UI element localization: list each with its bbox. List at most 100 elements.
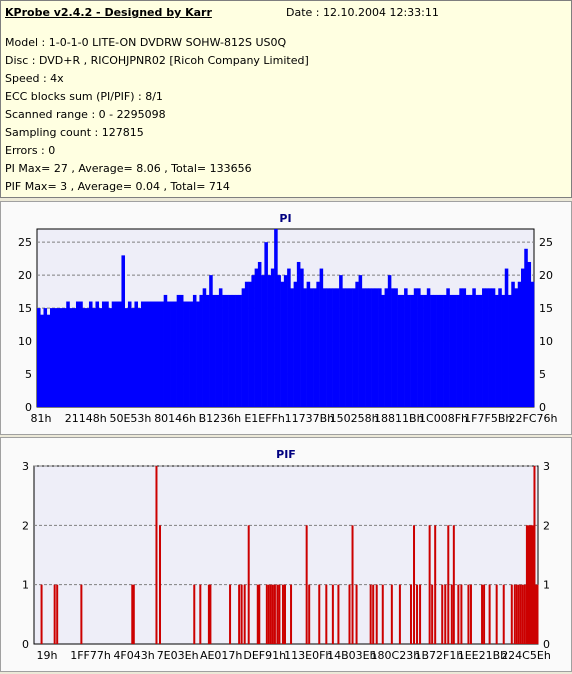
pi-bar (153, 301, 158, 407)
pi-bar (137, 308, 142, 407)
pi-bar (75, 301, 80, 407)
pi-bar (202, 288, 207, 407)
pif-bar (409, 584, 412, 644)
pi-bar (144, 301, 148, 407)
pif-bar (534, 584, 537, 644)
pif-bar (528, 525, 531, 644)
pi-bar (495, 294, 499, 407)
pi-ytick-left-label: 15 (18, 302, 32, 315)
pif-chart: PIF 0 0 1 1 2 2 3 3 19h 1FF77h 4F043h 7E03Eh AE017h DE… (22, 448, 551, 662)
pi-bar (452, 294, 457, 407)
pi-bar (374, 288, 379, 407)
pi-bar (95, 301, 100, 407)
pif-bar (159, 525, 161, 644)
pi-ytick-right-label: 10 (539, 335, 553, 348)
pi-ytick-left-label: 25 (18, 236, 32, 249)
pif-bar (308, 584, 311, 644)
pi-bar (140, 301, 145, 407)
pi-bar (150, 301, 155, 407)
pif-bar (513, 584, 516, 644)
pif-xtick-label: 224C5Eh (501, 649, 551, 662)
scan-date: Date : 12.10.2004 12:33:11 (286, 6, 439, 19)
pi-bar (313, 288, 317, 407)
pi-bar (521, 268, 525, 407)
pi-xtick-label: 21148h (65, 412, 107, 425)
pif-bar (452, 525, 455, 644)
pi-xtick-label: E1EFFh (244, 412, 285, 425)
pi-xtick-label: 22FC76h (509, 412, 558, 425)
pi-bar (449, 294, 454, 407)
pif-bar (265, 584, 268, 644)
pif-bar (132, 584, 135, 644)
pif-bar (372, 584, 375, 644)
pif-bar (351, 525, 354, 644)
pi-bar (426, 288, 431, 407)
pi-bar (277, 275, 281, 407)
pi-bar (264, 242, 268, 407)
pi-bar (179, 294, 184, 407)
pif-bar (521, 584, 524, 644)
pi-bar (225, 294, 229, 407)
pi-bar (417, 288, 421, 407)
pi-bar (335, 288, 340, 407)
pi-bar (371, 288, 376, 407)
pi-bar (439, 294, 444, 407)
pif-bar (290, 584, 293, 644)
pi-bar (384, 288, 389, 407)
pi-bar (355, 281, 359, 407)
pif-bar (276, 584, 279, 644)
pi-bar (482, 288, 486, 407)
pif-ytick-left-label: 1 (22, 579, 29, 592)
pi-bar (98, 308, 103, 407)
pi-bar (498, 288, 502, 407)
pi-bar (319, 268, 324, 407)
pi-bar (218, 288, 223, 407)
pi-bar (485, 288, 489, 407)
pif-bar (381, 584, 384, 644)
pif-bar (207, 584, 210, 644)
pi-bar (381, 294, 385, 407)
pif-bar (256, 584, 259, 644)
pif-bar (441, 584, 444, 644)
pi-bar (244, 281, 249, 407)
pi-bar (248, 281, 252, 407)
pi-bar (339, 275, 343, 407)
info-ecc-blocks: ECC blocks sum (PI/PIF) : 8/1 (5, 90, 163, 103)
pif-bar (199, 584, 202, 644)
pif-bar (457, 584, 460, 644)
pi-bar (82, 308, 87, 407)
pi-bar (329, 288, 333, 407)
pif-bar (483, 584, 486, 644)
pi-bar (127, 301, 132, 407)
pi-bar (79, 301, 83, 407)
pif-bar (337, 584, 340, 644)
pi-xtick-label: 50E53h (109, 412, 151, 425)
pi-bar (121, 255, 126, 407)
pi-bar (293, 281, 298, 407)
pi-ytick-left-label: 0 (25, 401, 32, 414)
info-disc: Disc : DVD+R , RICOHJPNR02 [Ricoh Compan… (5, 54, 309, 67)
pi-bar (192, 294, 197, 407)
pi-ytick-left-label: 10 (18, 335, 32, 348)
pif-bar (325, 584, 328, 644)
pif-bar (481, 584, 484, 644)
pif-xtick-label: 113E0Fh (284, 649, 332, 662)
pi-bar (261, 275, 265, 407)
pif-bar (523, 584, 526, 644)
pi-bar (394, 288, 398, 407)
pi-bar (475, 294, 480, 407)
pif-bar (533, 466, 536, 644)
pif-bar (413, 525, 416, 644)
pi-bar (368, 288, 372, 407)
pi-chart: PI 0 0 5 5 10 10 15 15 20 20 25 25 81h 21148h 50E53h 801… (18, 212, 558, 425)
pif-plot-area (33, 465, 539, 645)
pi-bar (62, 308, 67, 407)
pi-bar (280, 281, 285, 407)
pi-bar (241, 288, 246, 407)
pi-bar (92, 308, 96, 407)
pi-bar (37, 308, 41, 407)
pif-ytick-right-label: 2 (543, 519, 550, 532)
pi-bar (316, 281, 320, 407)
info-pi-stats: PI Max= 27 , Average= 8.06 , Total= 1336… (5, 162, 252, 175)
pi-bar (69, 308, 74, 407)
